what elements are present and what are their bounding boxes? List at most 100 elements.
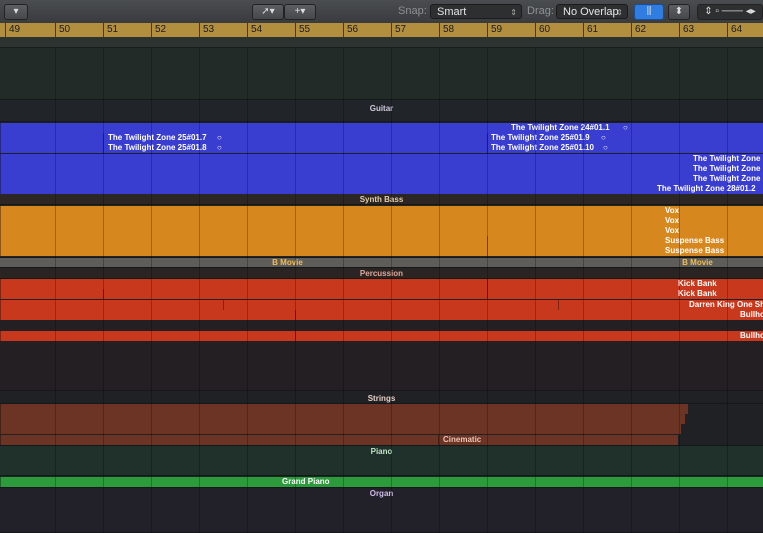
audio-region[interactable]: Suspense Bass (487, 236, 763, 246)
organ-lane[interactable]: Organ (0, 488, 763, 533)
bar-grid-line (487, 48, 488, 533)
region-name: Darren King One Sh (689, 300, 763, 309)
audio-region[interactable]: Vox (0, 206, 763, 216)
synth-bass-lane[interactable]: Synth Bass (0, 194, 763, 205)
bar-number: 54 (247, 23, 262, 37)
bar-grid-line (727, 48, 728, 533)
percussion-lane[interactable]: Percussion (0, 268, 763, 279)
audio-region[interactable]: Cinematic (438, 435, 678, 445)
region-name: The Twilight Zone 25#01.10 (491, 143, 594, 152)
audio-region[interactable]: The Twilight Zone 25#01.10 ○ (487, 143, 763, 153)
bar-number: 50 (55, 23, 70, 37)
bar-grid-line (535, 48, 536, 533)
bar-grid-line (583, 48, 584, 533)
region-name: Vox (665, 216, 680, 225)
audio-region[interactable] (223, 300, 558, 310)
zoom-slider[interactable]: ⇕ ▫ ─── ◂▸ (697, 4, 763, 20)
region-name: The Twilight Zone 25#01.8 (108, 143, 207, 152)
audio-region[interactable]: Vox (0, 226, 763, 236)
bar-grid-line (439, 48, 440, 533)
select-arrows-icon: ⇕ (510, 8, 517, 17)
audio-region[interactable] (0, 246, 487, 256)
audio-region[interactable]: Kick Bank (487, 279, 763, 289)
track-options-button[interactable]: ▾ (4, 4, 28, 20)
tracks-area[interactable]: Guitar Synth Bass B Movie B Movie Percus… (0, 48, 763, 533)
b-movie-lane[interactable]: B Movie B Movie (0, 258, 763, 268)
pointer-tool-button[interactable]: ➚▾ (252, 4, 284, 20)
bar-ruler[interactable]: 49 50 51 52 53 54 55 56 57 58 59 60 61 6… (0, 23, 763, 38)
audio-region[interactable] (0, 133, 103, 143)
loop-icon: ○ (217, 133, 222, 142)
bar-number: 64 (727, 23, 742, 37)
audio-region[interactable] (0, 289, 103, 299)
audio-region[interactable] (0, 310, 295, 320)
bar-number: 63 (679, 23, 694, 37)
track-folder-label: B Movie (682, 258, 713, 267)
piano-lane[interactable]: Piano (0, 446, 763, 476)
empty-track-lane[interactable] (0, 48, 763, 100)
bar-number: 56 (343, 23, 358, 37)
bar-grid-line (103, 48, 104, 533)
drag-label: Drag: (527, 5, 554, 17)
vertical-auto-zoom-button[interactable]: ⬍ (668, 4, 690, 20)
audio-region[interactable]: Suspense Bass (487, 246, 763, 256)
pointer-tool-icon: ➚▾ (261, 6, 275, 17)
region-name: Suspense Bass (665, 236, 725, 245)
audio-region[interactable] (0, 404, 688, 414)
audio-region[interactable]: The Twilight Zone 25#01.7 ○ (103, 133, 487, 143)
bar-grid-line (151, 48, 152, 533)
audio-region[interactable]: Kick Bank (487, 289, 763, 299)
loop-icon: ○ (623, 123, 628, 132)
snap-value: Smart (437, 6, 467, 18)
bar-grid-line (631, 48, 632, 533)
bar-number: 55 (295, 23, 310, 37)
region-name: Suspense Bass (665, 246, 725, 255)
audio-region[interactable]: Darren King One Sh (558, 300, 763, 310)
track-folder-label: Guitar (369, 104, 394, 113)
audio-region[interactable] (0, 143, 103, 153)
audio-region[interactable]: The Twilight Zone 24#01.1 ○ (0, 123, 763, 133)
audio-region[interactable]: The Twilight Zone 25#01.8 ○ (103, 143, 487, 153)
snap-select[interactable]: Smart ⇕ (430, 4, 522, 19)
guitar-track-lane[interactable]: Guitar (0, 100, 763, 122)
bar-grid-line (391, 48, 392, 533)
zoom-icon: ⇕ ▫ ─── ◂▸ (704, 6, 756, 17)
audio-region[interactable]: Vox (0, 216, 763, 226)
loop-icon: ○ (603, 143, 608, 152)
audio-region[interactable]: The Twilight Zone 25#01.9 ○ (487, 133, 763, 143)
audio-region[interactable]: The Twilight Zone (0, 174, 763, 184)
audio-region[interactable] (0, 331, 295, 341)
filter-icon: ▾ (13, 6, 19, 17)
track-folder-label: B Movie (272, 258, 303, 267)
track-folder-label: Strings (367, 394, 396, 403)
loop-icon: ○ (601, 133, 606, 142)
bar-number: 49 (5, 23, 20, 37)
waveform-zoom-button[interactable]: ⫼ (634, 4, 664, 20)
audio-region[interactable]: Grand Piano (0, 477, 763, 487)
track-folder-label: Percussion (359, 269, 404, 278)
audio-region[interactable] (0, 236, 487, 246)
tracks-toolbar: ▾ ➚▾ +▾ Snap: Smart ⇕ Drag: No Overlap ⇕… (0, 0, 763, 24)
audio-region[interactable] (0, 300, 223, 310)
audio-region[interactable] (0, 414, 685, 424)
bar-grid-line (199, 48, 200, 533)
bar-number: 59 (487, 23, 502, 37)
strings-lane[interactable]: Strings (0, 391, 763, 404)
audio-region[interactable] (103, 289, 487, 299)
secondary-tool-button[interactable]: +▾ (284, 4, 316, 20)
audio-region[interactable]: Bullho (295, 331, 763, 341)
audio-region[interactable]: The Twilight Zone (0, 154, 763, 164)
region-name: Vox (665, 206, 680, 215)
audio-region[interactable] (0, 279, 487, 289)
audio-region[interactable]: The Twilight Zone (0, 164, 763, 174)
drag-mode-select[interactable]: No Overlap ⇕ (556, 4, 628, 19)
audio-region[interactable]: The Twilight Zone 28#01.2 (0, 184, 763, 194)
region-name: The Twilight Zone 25#01.7 (108, 133, 207, 142)
region-name: The Twilight Zone 25#01.9 (491, 133, 590, 142)
audio-region[interactable] (0, 424, 681, 434)
audio-region[interactable]: Bullho (295, 310, 763, 320)
track-folder-label: Synth Bass (359, 195, 404, 204)
audio-region[interactable] (0, 435, 438, 445)
crosshair-tool-icon: +▾ (294, 6, 306, 17)
marker-lane[interactable] (0, 37, 763, 48)
